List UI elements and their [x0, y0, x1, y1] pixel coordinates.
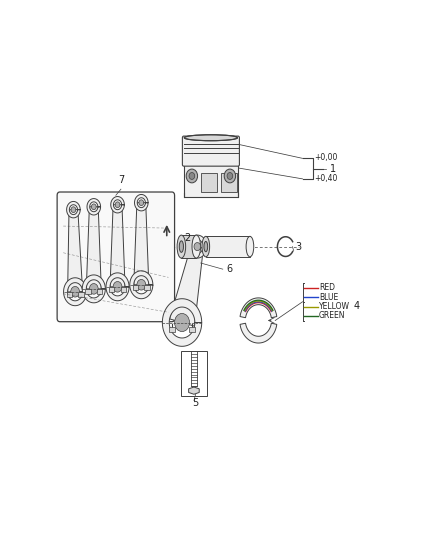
Ellipse shape [192, 235, 201, 258]
Ellipse shape [204, 241, 208, 252]
Polygon shape [240, 323, 277, 343]
Bar [120, 287, 126, 292]
Bar [221, 173, 237, 192]
Text: 1: 1 [330, 164, 336, 174]
Bar [109, 287, 114, 292]
Polygon shape [134, 203, 149, 285]
Circle shape [194, 243, 201, 251]
Circle shape [115, 202, 120, 207]
Bar [85, 289, 91, 294]
Bar [181, 235, 196, 258]
Polygon shape [67, 209, 83, 292]
Text: BLUE: BLUE [319, 293, 338, 302]
Polygon shape [86, 207, 101, 289]
Bar [206, 236, 250, 257]
Circle shape [71, 286, 80, 297]
Bar [189, 327, 194, 332]
Polygon shape [162, 298, 202, 346]
Polygon shape [111, 197, 124, 213]
Text: 6: 6 [226, 264, 232, 274]
Polygon shape [130, 271, 153, 298]
Polygon shape [106, 273, 129, 301]
Bar [201, 173, 217, 192]
Bar [67, 292, 72, 297]
Ellipse shape [189, 173, 195, 180]
Circle shape [175, 313, 190, 332]
Polygon shape [64, 278, 87, 306]
Polygon shape [82, 275, 105, 303]
Bar [145, 285, 150, 290]
Ellipse shape [179, 241, 184, 252]
Bar [181, 351, 207, 397]
Ellipse shape [184, 135, 237, 141]
Text: YELLOW: YELLOW [319, 302, 350, 311]
Text: 7: 7 [118, 175, 124, 185]
Ellipse shape [177, 235, 186, 258]
Polygon shape [170, 245, 203, 326]
Ellipse shape [227, 173, 233, 180]
Text: RED: RED [319, 283, 335, 292]
Text: 4: 4 [353, 301, 360, 311]
Polygon shape [110, 205, 125, 287]
Bar [170, 327, 175, 332]
Text: GREEN: GREEN [319, 311, 345, 320]
Bar [133, 285, 138, 290]
FancyBboxPatch shape [57, 192, 175, 322]
Text: +0,40: +0,40 [314, 174, 337, 183]
Bar [184, 165, 238, 197]
Circle shape [137, 279, 146, 290]
Polygon shape [189, 387, 199, 394]
Circle shape [92, 204, 96, 209]
Text: 3: 3 [296, 241, 302, 252]
Ellipse shape [246, 236, 254, 257]
Text: 5: 5 [192, 399, 199, 408]
Circle shape [139, 200, 144, 206]
Polygon shape [188, 235, 207, 258]
Polygon shape [240, 298, 277, 318]
Polygon shape [87, 199, 101, 215]
Text: +0,00: +0,00 [314, 154, 337, 163]
FancyBboxPatch shape [182, 136, 240, 166]
Bar [97, 289, 102, 294]
Polygon shape [67, 201, 80, 218]
Text: 2: 2 [184, 233, 191, 244]
Bar [78, 292, 84, 297]
Circle shape [113, 281, 122, 292]
Circle shape [71, 207, 76, 213]
Polygon shape [134, 195, 148, 211]
Ellipse shape [202, 236, 210, 257]
Circle shape [89, 284, 98, 294]
Ellipse shape [224, 169, 236, 183]
Ellipse shape [186, 169, 198, 183]
